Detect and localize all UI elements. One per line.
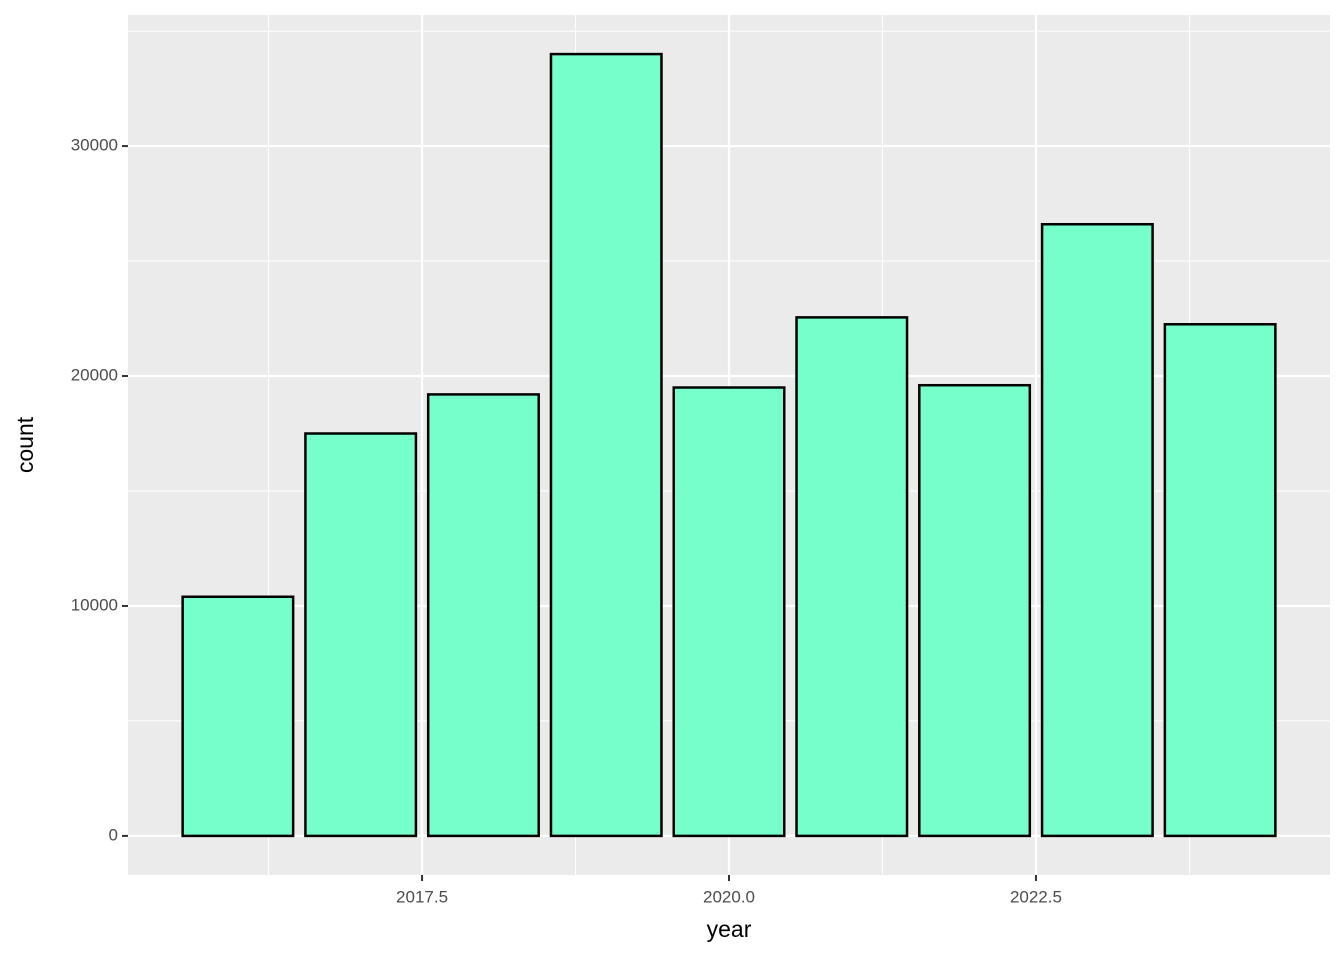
x-tick-label: 2020.0	[703, 887, 755, 906]
bar	[918, 383, 1032, 838]
bar	[795, 316, 909, 838]
bar	[426, 393, 540, 838]
y-tick-label: 30000	[71, 136, 118, 155]
bar	[672, 386, 786, 838]
y-tick-label: 10000	[71, 595, 118, 614]
bar	[1040, 223, 1154, 838]
x-tick-label: 2022.5	[1010, 887, 1062, 906]
bar	[1163, 323, 1277, 838]
y-tick-label: 0	[109, 825, 118, 844]
y-axis-title: count	[12, 416, 38, 473]
x-axis-title: year	[707, 916, 752, 942]
x-tick-label: 2017.5	[396, 887, 448, 906]
bar	[181, 595, 295, 838]
bar	[549, 52, 663, 838]
y-tick-label: 20000	[71, 366, 118, 385]
bar	[304, 432, 418, 838]
